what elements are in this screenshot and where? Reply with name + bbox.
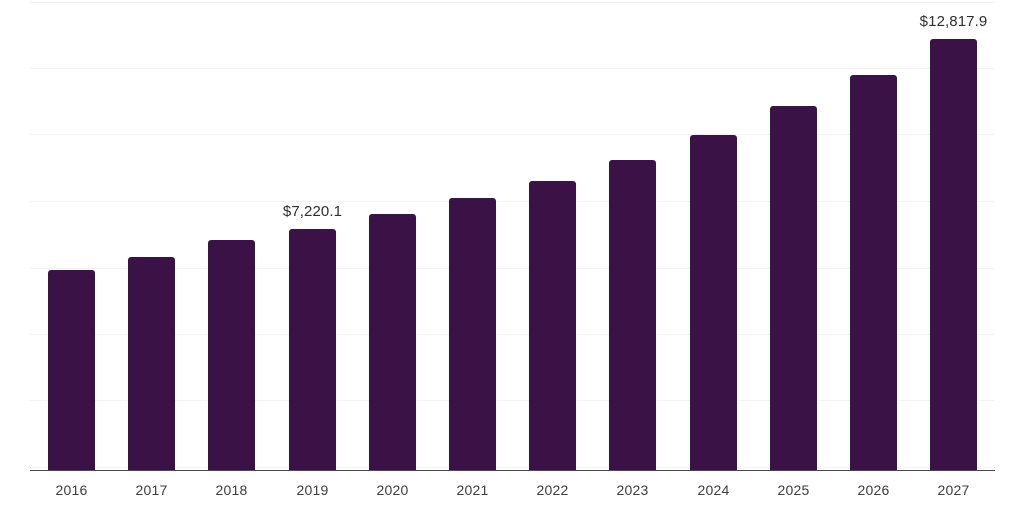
- x-tick-2017: 2017: [135, 482, 168, 498]
- bar-group: [609, 160, 656, 470]
- x-tick-2023: 2023: [616, 482, 649, 498]
- x-tick-2025: 2025: [777, 482, 810, 498]
- bar-group: [770, 106, 817, 470]
- x-axis-line: [30, 470, 995, 471]
- x-tick-2019: 2019: [296, 482, 329, 498]
- bar-group: [48, 270, 95, 470]
- bar-2016[interactable]: [48, 270, 95, 470]
- bar-2023[interactable]: [609, 160, 656, 470]
- bar-2025[interactable]: [770, 106, 817, 470]
- bar-group: [690, 135, 737, 470]
- x-tick-2018: 2018: [215, 482, 248, 498]
- bar-group: $7,220.1: [283, 203, 342, 470]
- bar-2027[interactable]: [930, 39, 977, 470]
- bar-value-label-2019: $7,220.1: [282, 203, 343, 220]
- bar-group: [449, 198, 496, 470]
- x-tick-2016: 2016: [55, 482, 88, 498]
- bar-2022[interactable]: [529, 181, 576, 470]
- x-tick-2022: 2022: [536, 482, 569, 498]
- bar-group: $12,817.9: [920, 13, 987, 470]
- bar-2017[interactable]: [128, 257, 175, 470]
- bar-2021[interactable]: [449, 198, 496, 470]
- bar-2026[interactable]: [850, 75, 897, 470]
- x-tick-2020: 2020: [376, 482, 409, 498]
- x-tick-2026: 2026: [857, 482, 890, 498]
- bar-2018[interactable]: [208, 240, 255, 470]
- bar-value-label-2027: $12,817.9: [919, 13, 988, 30]
- bar-group: [208, 240, 255, 470]
- bar-2019[interactable]: [289, 229, 336, 470]
- bar-2024[interactable]: [690, 135, 737, 470]
- x-tick-2024: 2024: [697, 482, 730, 498]
- bar-group: [529, 181, 576, 470]
- bar-2020[interactable]: [369, 214, 416, 470]
- x-tick-2021: 2021: [456, 482, 489, 498]
- bar-group: [128, 257, 175, 470]
- bar-group: [850, 75, 897, 470]
- x-tick-2027: 2027: [937, 482, 970, 498]
- bar-group: [369, 214, 416, 470]
